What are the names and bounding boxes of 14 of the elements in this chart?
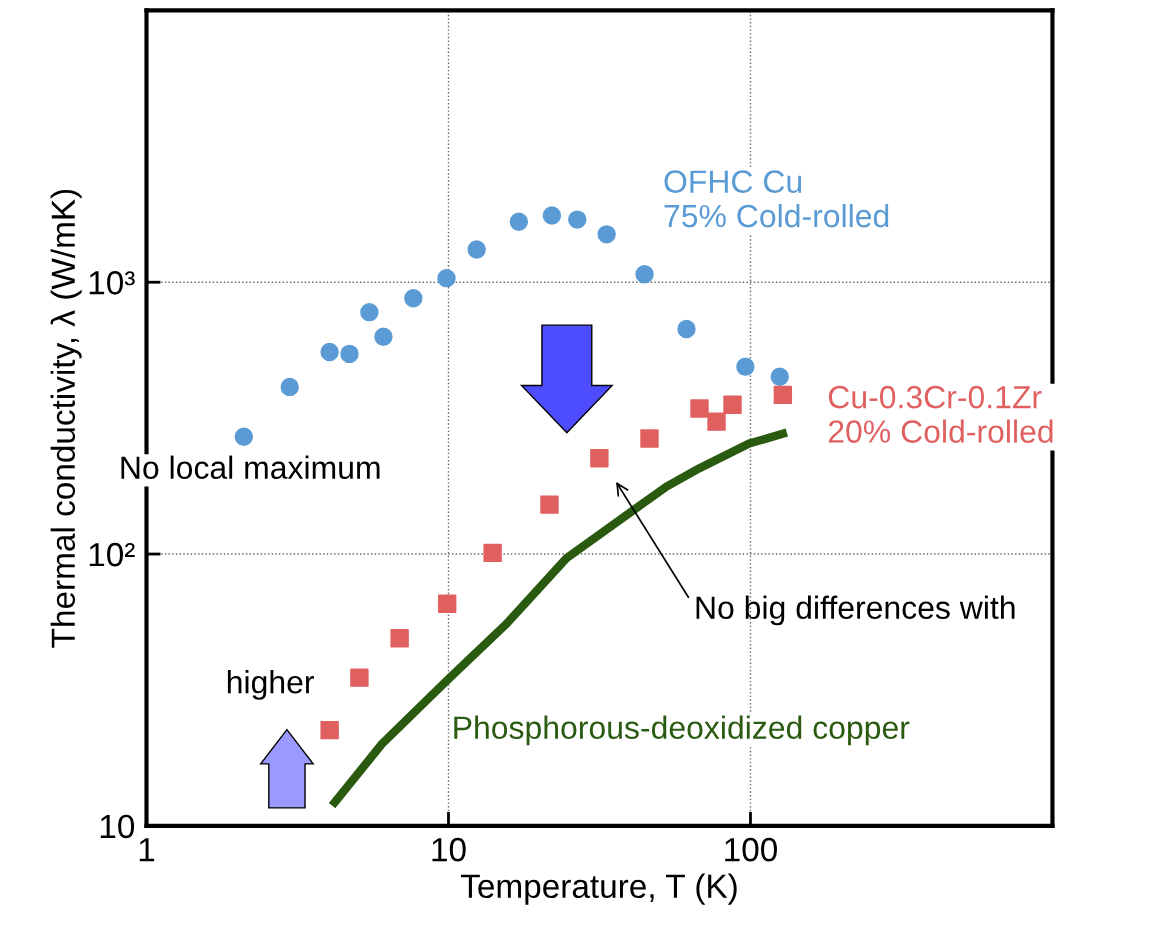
x-tick-label: 10	[432, 837, 466, 862]
x-tick-label: 1	[139, 838, 155, 862]
y-tick-label: 10³	[89, 271, 135, 295]
annotation: No big differences with	[696, 595, 1015, 626]
y-tick-label: 10²	[89, 542, 135, 567]
annotation: No local maximum	[121, 455, 380, 480]
series-label: OFHC Cu 75% Cold-rolled	[664, 170, 889, 228]
x-tick-label: 100	[725, 837, 777, 862]
series-label: Phosphorous-deoxidized copper	[454, 715, 910, 746]
y-axis-title: Thermal conductivity, λ (W/mK)	[50, 189, 82, 648]
x-axis-title: Temperature, T (K)	[460, 873, 737, 905]
series-label: Cu-0.3Cr-0.1Zr 20% Cold-rolled	[828, 385, 1053, 443]
annotation: higher	[227, 670, 314, 700]
y-tick-label: 10	[100, 814, 135, 839]
